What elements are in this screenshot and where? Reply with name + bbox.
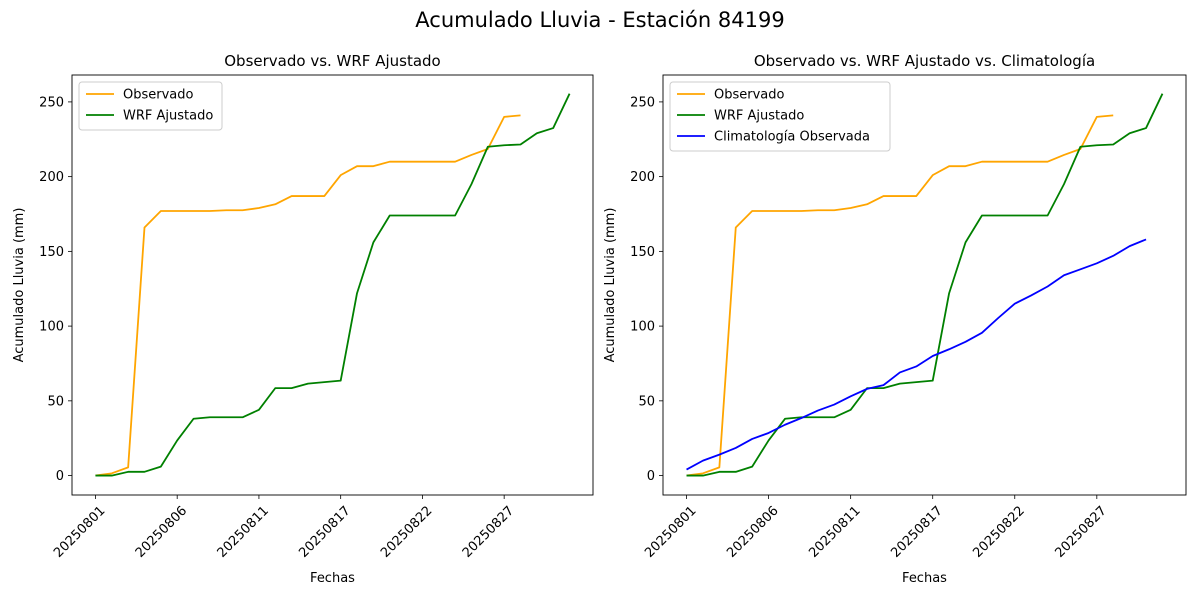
y-tick-label: 50 xyxy=(638,394,655,409)
x-tick-label: 20250806 xyxy=(724,503,781,560)
chart-panel-1: Observado vs. WRF Ajustado 0 50 100 150 200 25… xyxy=(12,52,594,586)
plot-frame xyxy=(662,74,1187,496)
y-axis-label: Acumulado Lluvia (mm) xyxy=(12,208,27,363)
y-tick-label: 0 xyxy=(56,469,64,484)
y-tick-label: 200 xyxy=(630,170,655,185)
legend-label: Observado xyxy=(123,88,194,103)
y-tick-label: 250 xyxy=(39,95,64,110)
x-tick-label: 20250817 xyxy=(888,503,945,560)
legend: Observado WRF Ajustado Climatología Observ… xyxy=(669,81,891,152)
y-tick-label: 50 xyxy=(47,394,64,409)
series-line-wrf-ajustado xyxy=(686,93,1164,477)
series-line-climatolog-a-observada xyxy=(686,238,1147,471)
y-tick-label: 150 xyxy=(630,245,655,260)
x-tick-label: 20250817 xyxy=(296,503,353,560)
legend-label: Climatología Observada xyxy=(714,130,870,145)
x-tick-label: 20250801 xyxy=(642,503,699,560)
x-tick-label: 20250811 xyxy=(215,503,272,560)
chart-title: Observado vs. WRF Ajustado vs. Climatolo… xyxy=(754,52,1095,70)
y-axis-label: Acumulado Lluvia (mm) xyxy=(603,208,618,363)
y-tick-label: 100 xyxy=(630,320,655,335)
chart-panel-2: Observado vs. WRF Ajustado vs. Climatolo… xyxy=(603,52,1187,586)
legend-label: WRF Ajustado xyxy=(123,109,213,124)
x-axis-label: Fechas xyxy=(902,571,947,586)
y-tick-label: 200 xyxy=(39,170,64,185)
x-tick-label: 20250811 xyxy=(806,503,863,560)
legend-label: Observado xyxy=(714,88,785,103)
x-tick-label: 20250822 xyxy=(378,503,435,560)
legend-box xyxy=(669,81,891,152)
legend-label: WRF Ajustado xyxy=(714,109,804,124)
y-tick-label: 100 xyxy=(39,320,64,335)
figure-title: Acumulado Lluvia - Estación 84199 xyxy=(415,8,785,32)
legend-box xyxy=(78,81,223,131)
series-line-wrf-ajustado xyxy=(95,93,571,477)
plot-frame xyxy=(71,74,594,496)
chart-title: Observado vs. WRF Ajustado xyxy=(224,52,440,70)
x-tick-label: 20250801 xyxy=(51,503,108,560)
y-tick-label: 150 xyxy=(39,245,64,260)
x-axis-label: Fechas xyxy=(310,571,355,586)
x-tick-label: 20250806 xyxy=(133,503,190,560)
series-line-observado xyxy=(686,114,1114,477)
y-tick-label: 250 xyxy=(630,95,655,110)
x-tick-label: 20250822 xyxy=(970,503,1027,560)
x-tick-label: 20250827 xyxy=(460,503,517,560)
x-tick-label: 20250827 xyxy=(1052,503,1109,560)
series-line-observado xyxy=(95,114,521,477)
legend: Observado WRF Ajustado xyxy=(78,81,223,131)
y-tick-label: 0 xyxy=(647,469,655,484)
